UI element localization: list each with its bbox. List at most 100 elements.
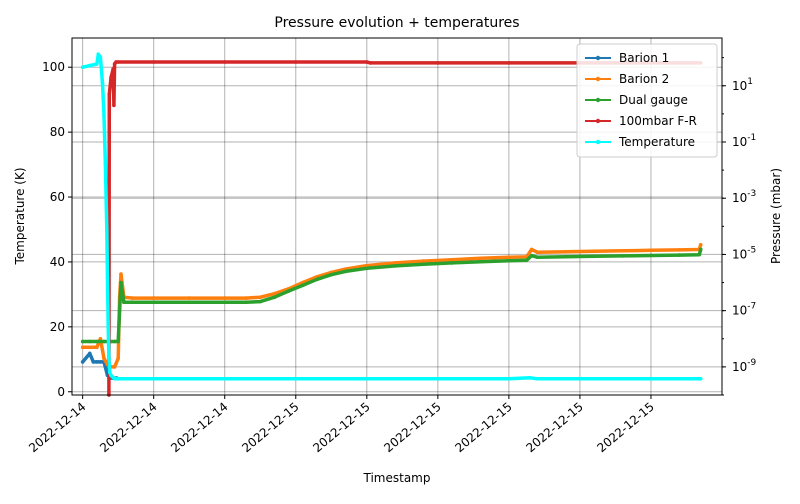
data-point <box>112 339 117 344</box>
data-point <box>649 248 653 253</box>
left-tick-label: 0 <box>57 385 65 399</box>
legend-entry: Barion 1 <box>585 51 669 65</box>
series-line <box>80 247 703 344</box>
right-tick-label: 10-7 <box>732 302 756 318</box>
right-tick-label: 10-5 <box>732 245 756 261</box>
data-point <box>102 339 106 344</box>
data-point <box>91 360 96 364</box>
data-point <box>95 360 99 364</box>
legend-swatch-marker <box>595 55 601 61</box>
data-point <box>293 376 298 381</box>
data-point <box>87 351 92 356</box>
series-layer <box>80 52 703 397</box>
data-point <box>301 283 305 288</box>
data-point <box>697 252 702 257</box>
left-axis-label: Temperature (K) <box>13 167 27 265</box>
legend-label: Barion 2 <box>619 72 669 86</box>
data-point <box>222 296 227 300</box>
data-point <box>244 296 248 300</box>
data-point <box>98 336 103 341</box>
data-point <box>272 291 277 296</box>
data-point <box>436 376 440 381</box>
data-point <box>421 262 426 266</box>
data-point <box>563 254 568 259</box>
legend-swatch-marker <box>595 139 601 145</box>
data-point <box>102 356 106 361</box>
data-point <box>187 296 192 300</box>
data-point <box>365 266 369 271</box>
data-point <box>106 325 111 329</box>
data-point <box>112 103 116 108</box>
data-point <box>620 248 625 253</box>
series-1 <box>80 243 703 369</box>
data-point <box>107 357 111 362</box>
data-point <box>535 250 540 255</box>
data-point <box>112 376 117 381</box>
data-point <box>107 370 112 375</box>
data-point <box>649 253 653 258</box>
left-tick-label: 100 <box>42 60 65 74</box>
data-point <box>87 339 92 344</box>
data-point <box>151 296 156 300</box>
data-point <box>80 339 85 344</box>
series-2 <box>80 247 703 344</box>
data-point <box>122 300 126 304</box>
legend-swatch-marker <box>595 118 601 124</box>
data-point <box>563 249 568 254</box>
legend-entry: Dual gauge <box>585 93 688 107</box>
legend-label: Barion 1 <box>619 51 669 65</box>
data-point <box>592 254 596 259</box>
series-4 <box>80 52 703 381</box>
right-axis: 101 10-1 10-3 10-5 10-7 10-9 <box>722 57 757 396</box>
data-point <box>343 269 348 274</box>
series-3 <box>107 60 703 397</box>
legend-swatch-marker <box>595 97 601 103</box>
data-point <box>96 52 101 57</box>
right-tick-label: 101 <box>732 77 753 93</box>
data-point <box>244 300 248 304</box>
data-point <box>507 61 511 65</box>
data-point <box>368 61 373 65</box>
data-point <box>258 299 263 304</box>
data-point <box>109 373 113 378</box>
data-point <box>478 259 483 264</box>
data-point <box>293 60 298 64</box>
data-point <box>222 60 227 64</box>
data-point <box>421 259 426 263</box>
data-point <box>187 300 192 304</box>
right-tick-label: 10-9 <box>732 358 757 374</box>
data-point <box>116 60 120 64</box>
x-axis-label: Timestamp <box>363 471 431 485</box>
data-point <box>95 345 99 350</box>
legend-box <box>576 43 718 158</box>
data-point <box>365 376 369 381</box>
chart-title: Pressure evolution + temperatures <box>274 15 519 31</box>
data-point <box>450 257 454 262</box>
data-point <box>393 261 398 265</box>
left-tick-label: 80 <box>50 125 65 139</box>
data-point <box>507 376 511 381</box>
data-point <box>698 376 703 381</box>
data-point <box>80 345 85 350</box>
data-point <box>87 345 92 350</box>
data-point <box>111 67 116 71</box>
right-axis-label: Pressure (mbar) <box>769 168 783 264</box>
legend-swatch-marker <box>595 76 601 82</box>
data-point <box>80 360 85 364</box>
data-point <box>677 248 682 252</box>
data-point <box>130 296 135 300</box>
data-point <box>478 256 483 261</box>
data-point <box>272 295 277 300</box>
legend: Barion 1 Barion 2 Dual gauge 100mbar F-R Tem… <box>576 43 718 158</box>
data-point <box>80 65 85 70</box>
data-point <box>112 365 117 369</box>
data-point <box>95 339 99 344</box>
data-point <box>258 295 263 300</box>
legend-entry: Barion 2 <box>585 72 669 86</box>
legend-entry: Temperature <box>585 135 695 149</box>
data-point <box>105 276 110 280</box>
legend-label: 100mbar F-R <box>619 114 697 128</box>
legend-entry: 100mbar F-R <box>585 114 697 128</box>
left-tick-label: 60 <box>50 190 65 204</box>
